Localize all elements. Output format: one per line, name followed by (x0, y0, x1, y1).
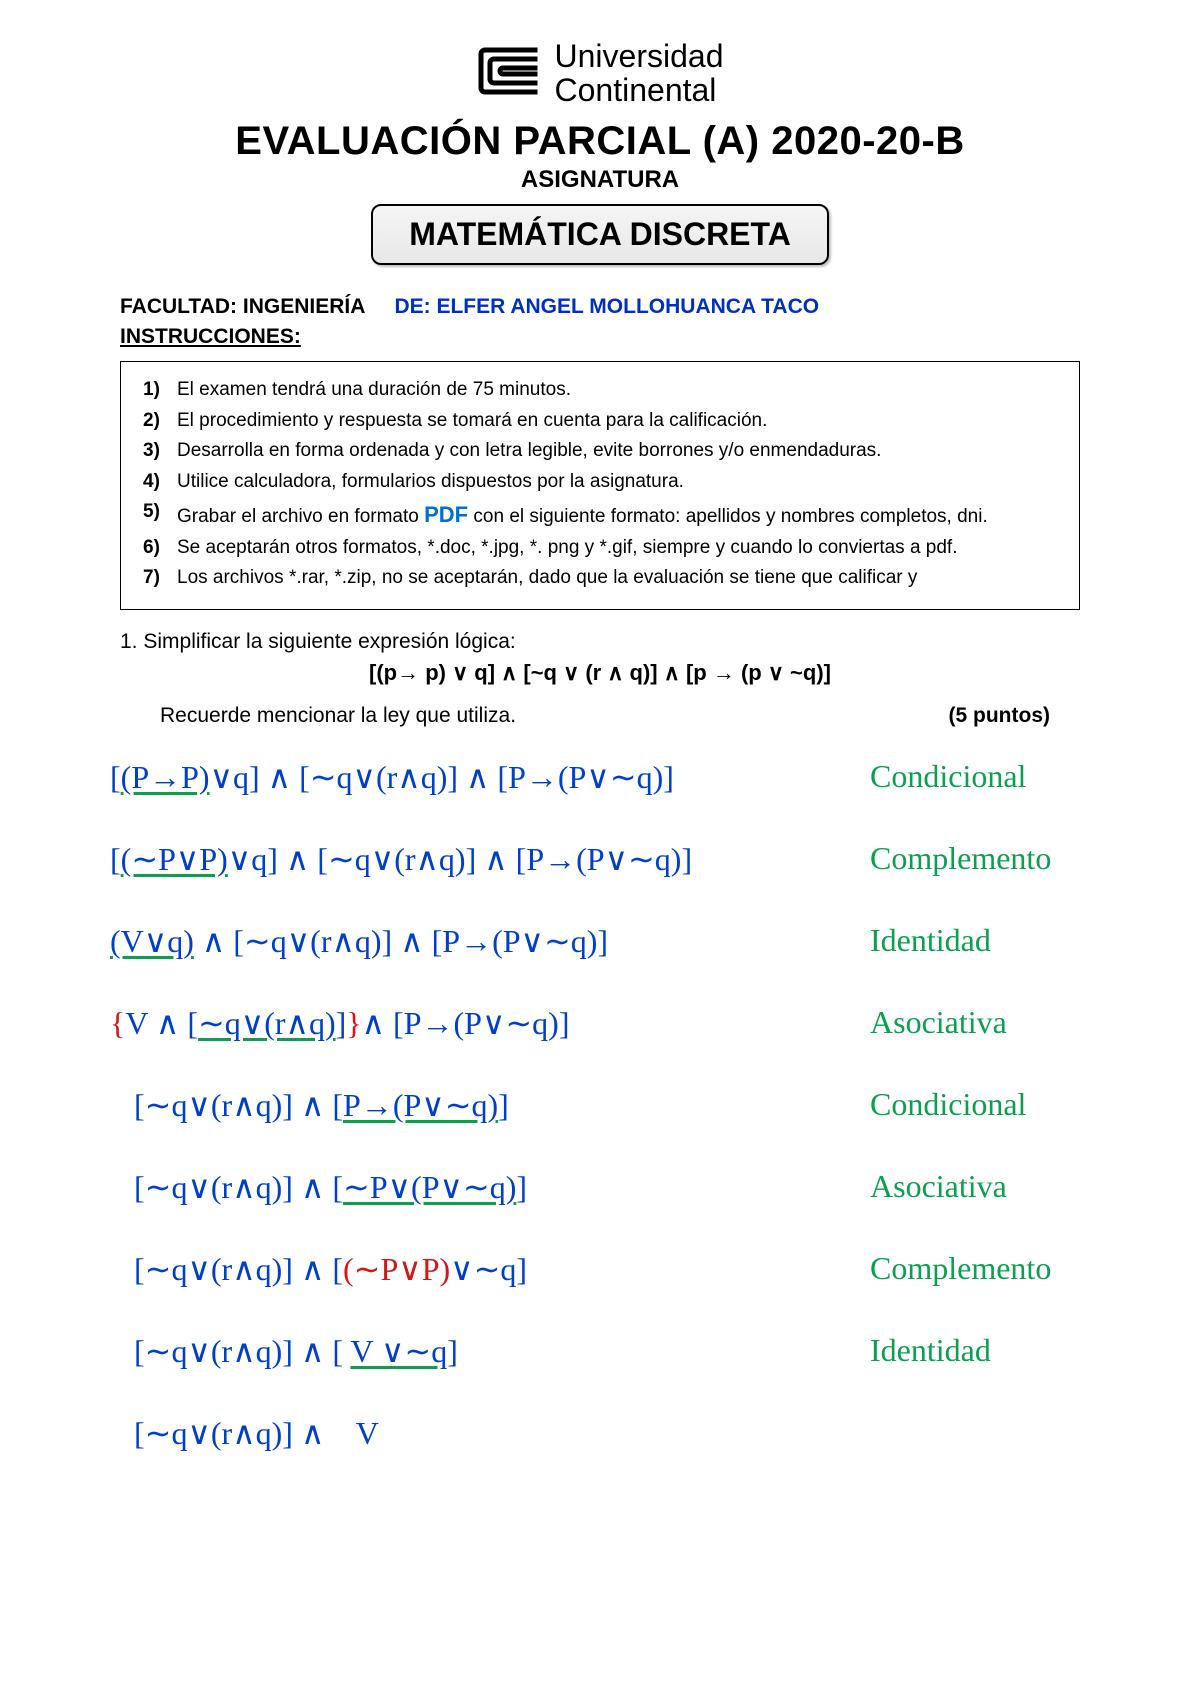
asignatura-label: ASIGNATURA (100, 166, 1100, 194)
instrucciones-label: INSTRUCCIONES: (120, 325, 1080, 349)
pdf-highlight: PDF (424, 502, 468, 527)
instruction-item: Utilice calculadora, formularios dispues… (139, 468, 1061, 497)
instruction-item: Grabar el archivo en formato PDF con el … (139, 498, 1061, 532)
question-text: Simplificar la siguiente expresión lógic… (143, 630, 515, 653)
question-points: (5 puntos) (949, 704, 1050, 728)
logo-icon (477, 46, 541, 101)
work-expression: (V∨q) ∧ [∼q∨(r∧q)] ∧ [P→(P∨∼q)] (110, 925, 870, 957)
instruction-item: Desarrolla en forma ordenada y con letra… (139, 437, 1061, 466)
work-law: Asociativa (870, 1168, 1090, 1205)
work-row: [∼q∨(r∧q)] ∧ [(∼P∨P)∨∼q]Complemento (110, 1232, 1090, 1306)
work-expression: {V ∧ [∼q∨(r∧q)]}∧ [P→(P∨∼q)] (110, 1007, 870, 1039)
work-row: (V∨q) ∧ [∼q∨(r∧q)] ∧ [P→(P∨∼q)]Identidad (110, 904, 1090, 978)
work-expression: [∼q∨(r∧q)] ∧ V (110, 1417, 870, 1449)
work-expression: [(∼P∨P)∨q] ∧ [∼q∨(r∧q)] ∧ [P→(P∨∼q)] (110, 843, 870, 875)
university-line1: Universidad (555, 40, 724, 74)
work-law: Condicional (870, 758, 1090, 795)
work-expression: [(P→P)∨q] ∧ [∼q∨(r∧q)] ∧ [P→(P∨∼q)] (110, 761, 870, 793)
work-law: Condicional (870, 1086, 1090, 1123)
university-name: Universidad Continental (555, 40, 724, 107)
work-row: [∼q∨(r∧q)] ∧ [∼P∨(P∨∼q)]Asociativa (110, 1150, 1090, 1224)
question-note: Recuerde mencionar la ley que utiliza. (160, 704, 516, 728)
work-row: [∼q∨(r∧q)] ∧ [P→(P∨∼q)]Condicional (110, 1068, 1090, 1142)
university-logo-block: Universidad Continental (477, 40, 724, 107)
work-row: {V ∧ [∼q∨(r∧q)]}∧ [P→(P∨∼q)]Asociativa (110, 986, 1090, 1060)
work-expression: [∼q∨(r∧q)] ∧ [ V ∨∼q] (110, 1335, 870, 1367)
question-formula: [(p→ p) ∨ q] ∧ [~q ∨ (r ∧ q)] ∧ [p → (p … (120, 660, 1080, 686)
instruction-item: El examen tendrá una duración de 75 minu… (139, 376, 1061, 405)
page-title: EVALUACIÓN PARCIAL (A) 2020-20-B (100, 119, 1100, 164)
facultad-label: FACULTAD: INGENIERÍA (120, 295, 365, 318)
instruction-item: Los archivos *.rar, *.zip, no se aceptar… (139, 564, 1061, 593)
work-row: [∼q∨(r∧q)] ∧ [ V ∨∼q]Identidad (110, 1314, 1090, 1388)
work-law: Identidad (870, 922, 1090, 959)
course-box: MATEMÁTICA DISCRETA (371, 204, 829, 265)
student-name: DE: ELFER ANGEL MOLLOHUANCA TACO (394, 295, 819, 318)
facultad-row: FACULTAD: INGENIERÍA DE: ELFER ANGEL MOL… (120, 295, 1080, 319)
work-law: Complemento (870, 840, 1090, 877)
work-expression: [∼q∨(r∧q)] ∧ [(∼P∨P)∨∼q] (110, 1253, 870, 1285)
work-row: [(P→P)∨q] ∧ [∼q∨(r∧q)] ∧ [P→(P∨∼q)]Condi… (110, 740, 1090, 814)
work-expression: [∼q∨(r∧q)] ∧ [P→(P∨∼q)] (110, 1089, 870, 1121)
question-number: 1. (120, 630, 138, 653)
work-row: [(∼P∨P)∨q] ∧ [∼q∨(r∧q)] ∧ [P→(P∨∼q)]Comp… (110, 822, 1090, 896)
work-expression: [∼q∨(r∧q)] ∧ [∼P∨(P∨∼q)] (110, 1171, 870, 1203)
instruction-item: Se aceptarán otros formatos, *.doc, *.jp… (139, 534, 1061, 563)
work-law: Identidad (870, 1332, 1090, 1369)
instructions-box: El examen tendrá una duración de 75 minu… (120, 361, 1080, 610)
university-line2: Continental (555, 74, 724, 108)
work-law: Complemento (870, 1250, 1090, 1287)
handwriting-area: [(P→P)∨q] ∧ [∼q∨(r∧q)] ∧ [P→(P∨∼q)]Condi… (100, 740, 1100, 1470)
work-row: [∼q∨(r∧q)] ∧ V (110, 1396, 1090, 1470)
instruction-item: El procedimiento y respuesta se tomará e… (139, 407, 1061, 436)
work-law: Asociativa (870, 1004, 1090, 1041)
